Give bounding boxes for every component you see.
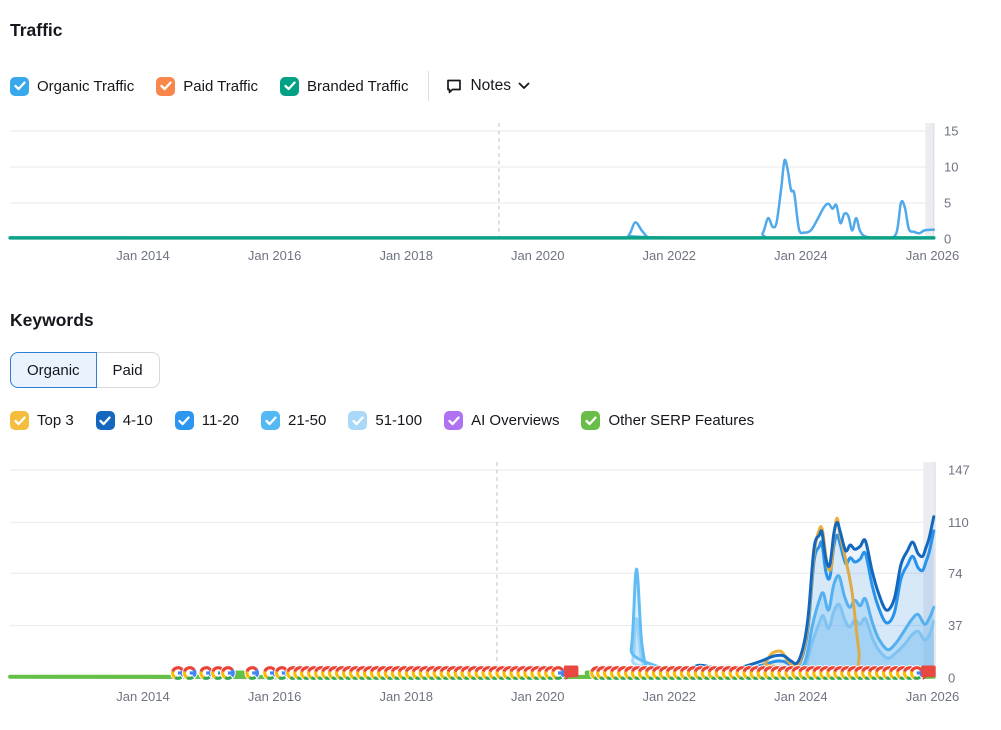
note-bubble-icon [447,79,462,94]
checkbox-checked-icon [261,411,280,430]
x-axis-tick-label: Jan 2020 [511,689,565,704]
x-axis-tick-label: Jan 2016 [248,248,302,263]
x-axis-tick-label: Jan 2018 [379,248,433,263]
y-axis-tick-label: 74 [948,566,962,581]
legend-divider [428,71,430,101]
checkbox-checked-icon [280,76,300,96]
keywords-type-toggle: Organic Paid [10,352,160,388]
checkbox-checked-icon [444,411,464,430]
legend-label: Organic Traffic [37,77,135,95]
y-axis-tick-label: 15 [944,124,958,139]
legend-label: Paid Traffic [183,77,259,95]
legend-label: AI Overviews [471,412,560,429]
chevron-down-icon [518,82,530,89]
checkbox-checked-icon [156,76,176,96]
legend-label: 11-20 [201,412,239,429]
keywords-section-title: Keywords [10,310,94,330]
traffic-legend-item-branded-traffic[interactable]: Branded Traffic [280,76,409,96]
keywords-legend-item-other-serp-features[interactable]: Other SERP Features [581,411,754,430]
traffic-chart[interactable]: 0 5 10 15 Jan 2014 Jan 2016 Jan 2018 Jan 2020 Ja… [0,115,1001,275]
legend-label: Other SERP Features [608,412,755,429]
traffic-legend-row: Organic Traffic Paid Traffic Branded Traff… [10,71,532,101]
x-axis-tick-label: Jan 2016 [248,689,302,704]
keywords-legend-item-51-100[interactable]: 51-100 [348,411,422,430]
traffic-legend: Organic Traffic Paid Traffic Branded Traff… [10,76,409,96]
series-line-11-20[interactable] [8,529,936,679]
keywords-legend-item-21-50[interactable]: 21-50 [261,411,326,430]
legend-label: Top 3 [37,412,74,429]
checkbox-checked-icon [10,411,29,430]
checkbox-checked-icon [95,411,115,430]
x-axis-tick-label: Jan 2020 [511,248,565,263]
checkbox-checked-icon [581,411,601,430]
notes-label: Notes [470,77,511,94]
keywords-legend-item-top-3[interactable]: Top 3 [10,411,74,430]
legend-label: 4-10 [122,412,153,429]
series-area-21-50 [10,569,934,678]
google-update-icon[interactable] [243,664,261,682]
series-area-11-20 [10,530,934,678]
y-axis-tick-label: 0 [948,671,955,686]
x-axis-tick-label: Jan 2018 [379,689,433,704]
traffic-section-title: Traffic [10,20,63,40]
x-axis-tick-label: Jan 2022 [643,689,697,704]
y-axis-tick-label: 110 [948,515,969,530]
series-line-top-3[interactable] [8,516,936,680]
series-line-4-10[interactable] [8,515,936,679]
keywords-legend-item-4-10[interactable]: 4-10 [95,411,153,430]
checkbox-checked-icon [348,411,368,430]
y-axis-tick-label: 10 [944,160,958,175]
google-update-icon[interactable] [549,664,567,682]
x-axis-tick-label: Jan 2024 [774,689,828,704]
y-axis-tick-label: 37 [948,618,962,633]
tab-paid[interactable]: Paid [95,352,160,388]
keywords-chart[interactable]: 0 37 74 110 147 Jan 2014 Jan 2016 Jan 2018 Jan 2… [0,455,1001,730]
notes-button[interactable]: Notes [443,73,532,99]
keywords-legend-item-ai-overviews[interactable]: AI Overviews [444,411,559,430]
x-axis-tick-label: Jan 2026 [906,248,960,263]
x-axis-tick-label: Jan 2024 [774,248,828,263]
x-axis-tick-label: Jan 2026 [906,689,960,704]
checkbox-checked-icon [10,76,29,96]
traffic-legend-item-paid-traffic[interactable]: Paid Traffic [156,76,259,96]
series-line-organic-traffic[interactable] [8,158,936,240]
x-axis-tick-label: Jan 2022 [643,248,697,263]
y-axis-tick-label: 5 [944,196,951,211]
traffic-legend-item-organic-traffic[interactable]: Organic Traffic [10,76,135,96]
google-update-icon[interactable] [219,664,237,682]
legend-label: 21-50 [288,412,327,429]
recent-data-band [925,123,934,239]
legend-label: Branded Traffic [307,77,409,95]
checkbox-checked-icon [174,411,194,430]
google-update-icon[interactable] [181,664,199,682]
keywords-legend-item-11-20[interactable]: 11-20 [174,411,239,430]
recent-data-band [923,462,936,678]
serp-feature-marker-icon[interactable] [234,670,245,676]
x-axis-tick-label: Jan 2014 [116,689,170,704]
y-axis-tick-label: 147 [948,463,970,478]
series-line-21-50[interactable] [8,567,936,680]
legend-label: 51-100 [375,412,423,429]
y-axis-tick-label: 0 [944,232,951,247]
keywords-legend: Top 3 4-10 11-20 21-50 51-100 AI Overviews Oth… [10,411,754,430]
keywords-legend-row: Top 3 4-10 11-20 21-50 51-100 AI Overviews Oth… [10,411,754,430]
tab-organic[interactable]: Organic [10,352,97,388]
series-area-4-10 [10,516,934,678]
x-axis-tick-label: Jan 2014 [116,248,170,263]
